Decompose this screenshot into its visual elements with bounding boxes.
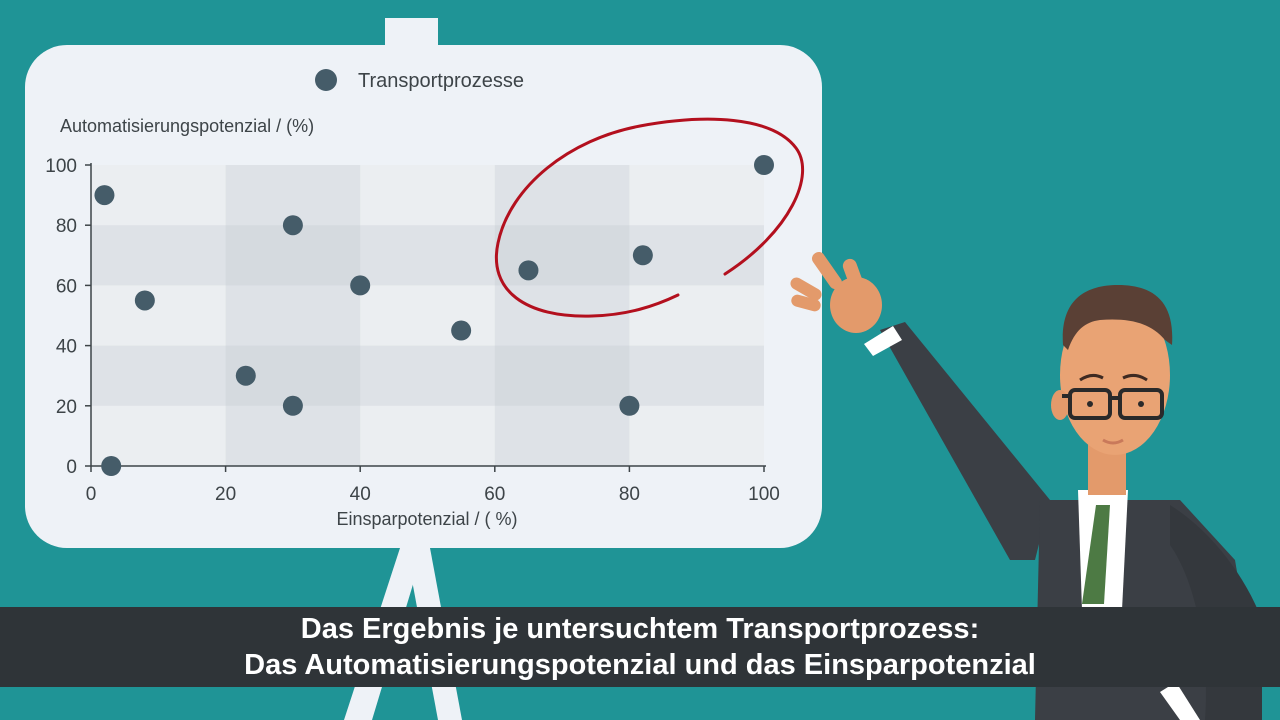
y-tick-label: 60: [56, 276, 77, 297]
presenter-mouth: [1102, 438, 1124, 445]
subtitle-line-1: Das Ergebnis je untersuchtem Transportpr…: [300, 613, 980, 645]
subtitle-line-2: Das Automatisierungspotenzial und das Ei…: [244, 649, 1036, 681]
scatter-chart: 0 20 40 60 80 100 0 20 40 60 80 100 Transportprozes…: [45, 69, 805, 529]
data-point: [235, 365, 256, 386]
y-tick-label: 100: [45, 156, 77, 177]
data-point: [619, 395, 640, 416]
grid-band-horizontal: [91, 225, 764, 286]
y-tick-label: 20: [56, 397, 77, 418]
data-points: [94, 155, 774, 476]
y-tick-label: 40: [56, 337, 77, 358]
easel-top-clip: [385, 18, 438, 50]
data-point: [282, 395, 303, 416]
data-point: [754, 155, 774, 175]
plot-area: [91, 165, 764, 466]
presenter-eyebrow-right: [1122, 373, 1148, 382]
data-point: [94, 185, 115, 206]
legend-label: Transportprozesse: [358, 70, 524, 92]
presenter-glasses: [1062, 388, 1164, 420]
presenter-eye-left: [1087, 401, 1093, 407]
x-tick-label: 40: [350, 484, 371, 505]
data-point: [350, 275, 371, 296]
presenter-head: [1060, 295, 1170, 455]
data-point: [134, 290, 155, 311]
subtitle-bar: Das Ergebnis je untersuchtem Transportpr…: [0, 607, 1280, 687]
data-point: [518, 260, 539, 281]
data-point: [451, 320, 472, 341]
presenter-arm: [880, 322, 1050, 560]
x-tick-label: 0: [86, 484, 97, 505]
highlight-circle: [495, 117, 805, 318]
data-point: [282, 215, 303, 236]
grid-bands: [91, 165, 764, 466]
x-tick-label: 100: [748, 484, 780, 505]
y-tick-label: 80: [56, 216, 77, 237]
legend-marker: [315, 69, 337, 91]
data-point: [632, 245, 653, 266]
x-tick-label: 60: [484, 484, 505, 505]
x-tick-label: 80: [619, 484, 640, 505]
grid-band-vertical: [225, 165, 361, 466]
presenter-cuff: [864, 326, 902, 356]
x-tick-label: 20: [215, 484, 236, 505]
presenter-eye-right: [1138, 401, 1144, 407]
y-axis-label: Automatisierungspotenzial / (%): [60, 116, 314, 136]
presenter-eyebrow-left: [1079, 373, 1104, 382]
presenter-tie: [1082, 505, 1110, 604]
tick-labels: 0 20 40 60 80 100 0 20 40 60 80 100: [45, 156, 780, 505]
presenter-left-cuff: [1160, 682, 1200, 720]
axes: [85, 163, 766, 472]
y-tick-label: 0: [66, 457, 77, 478]
presenter-hand: [790, 251, 882, 333]
data-point: [101, 456, 122, 476]
x-axis-label: Einsparpotenzial / ( %): [336, 509, 517, 529]
presenter-hair: [1062, 285, 1173, 350]
grid-band-horizontal: [91, 345, 764, 406]
